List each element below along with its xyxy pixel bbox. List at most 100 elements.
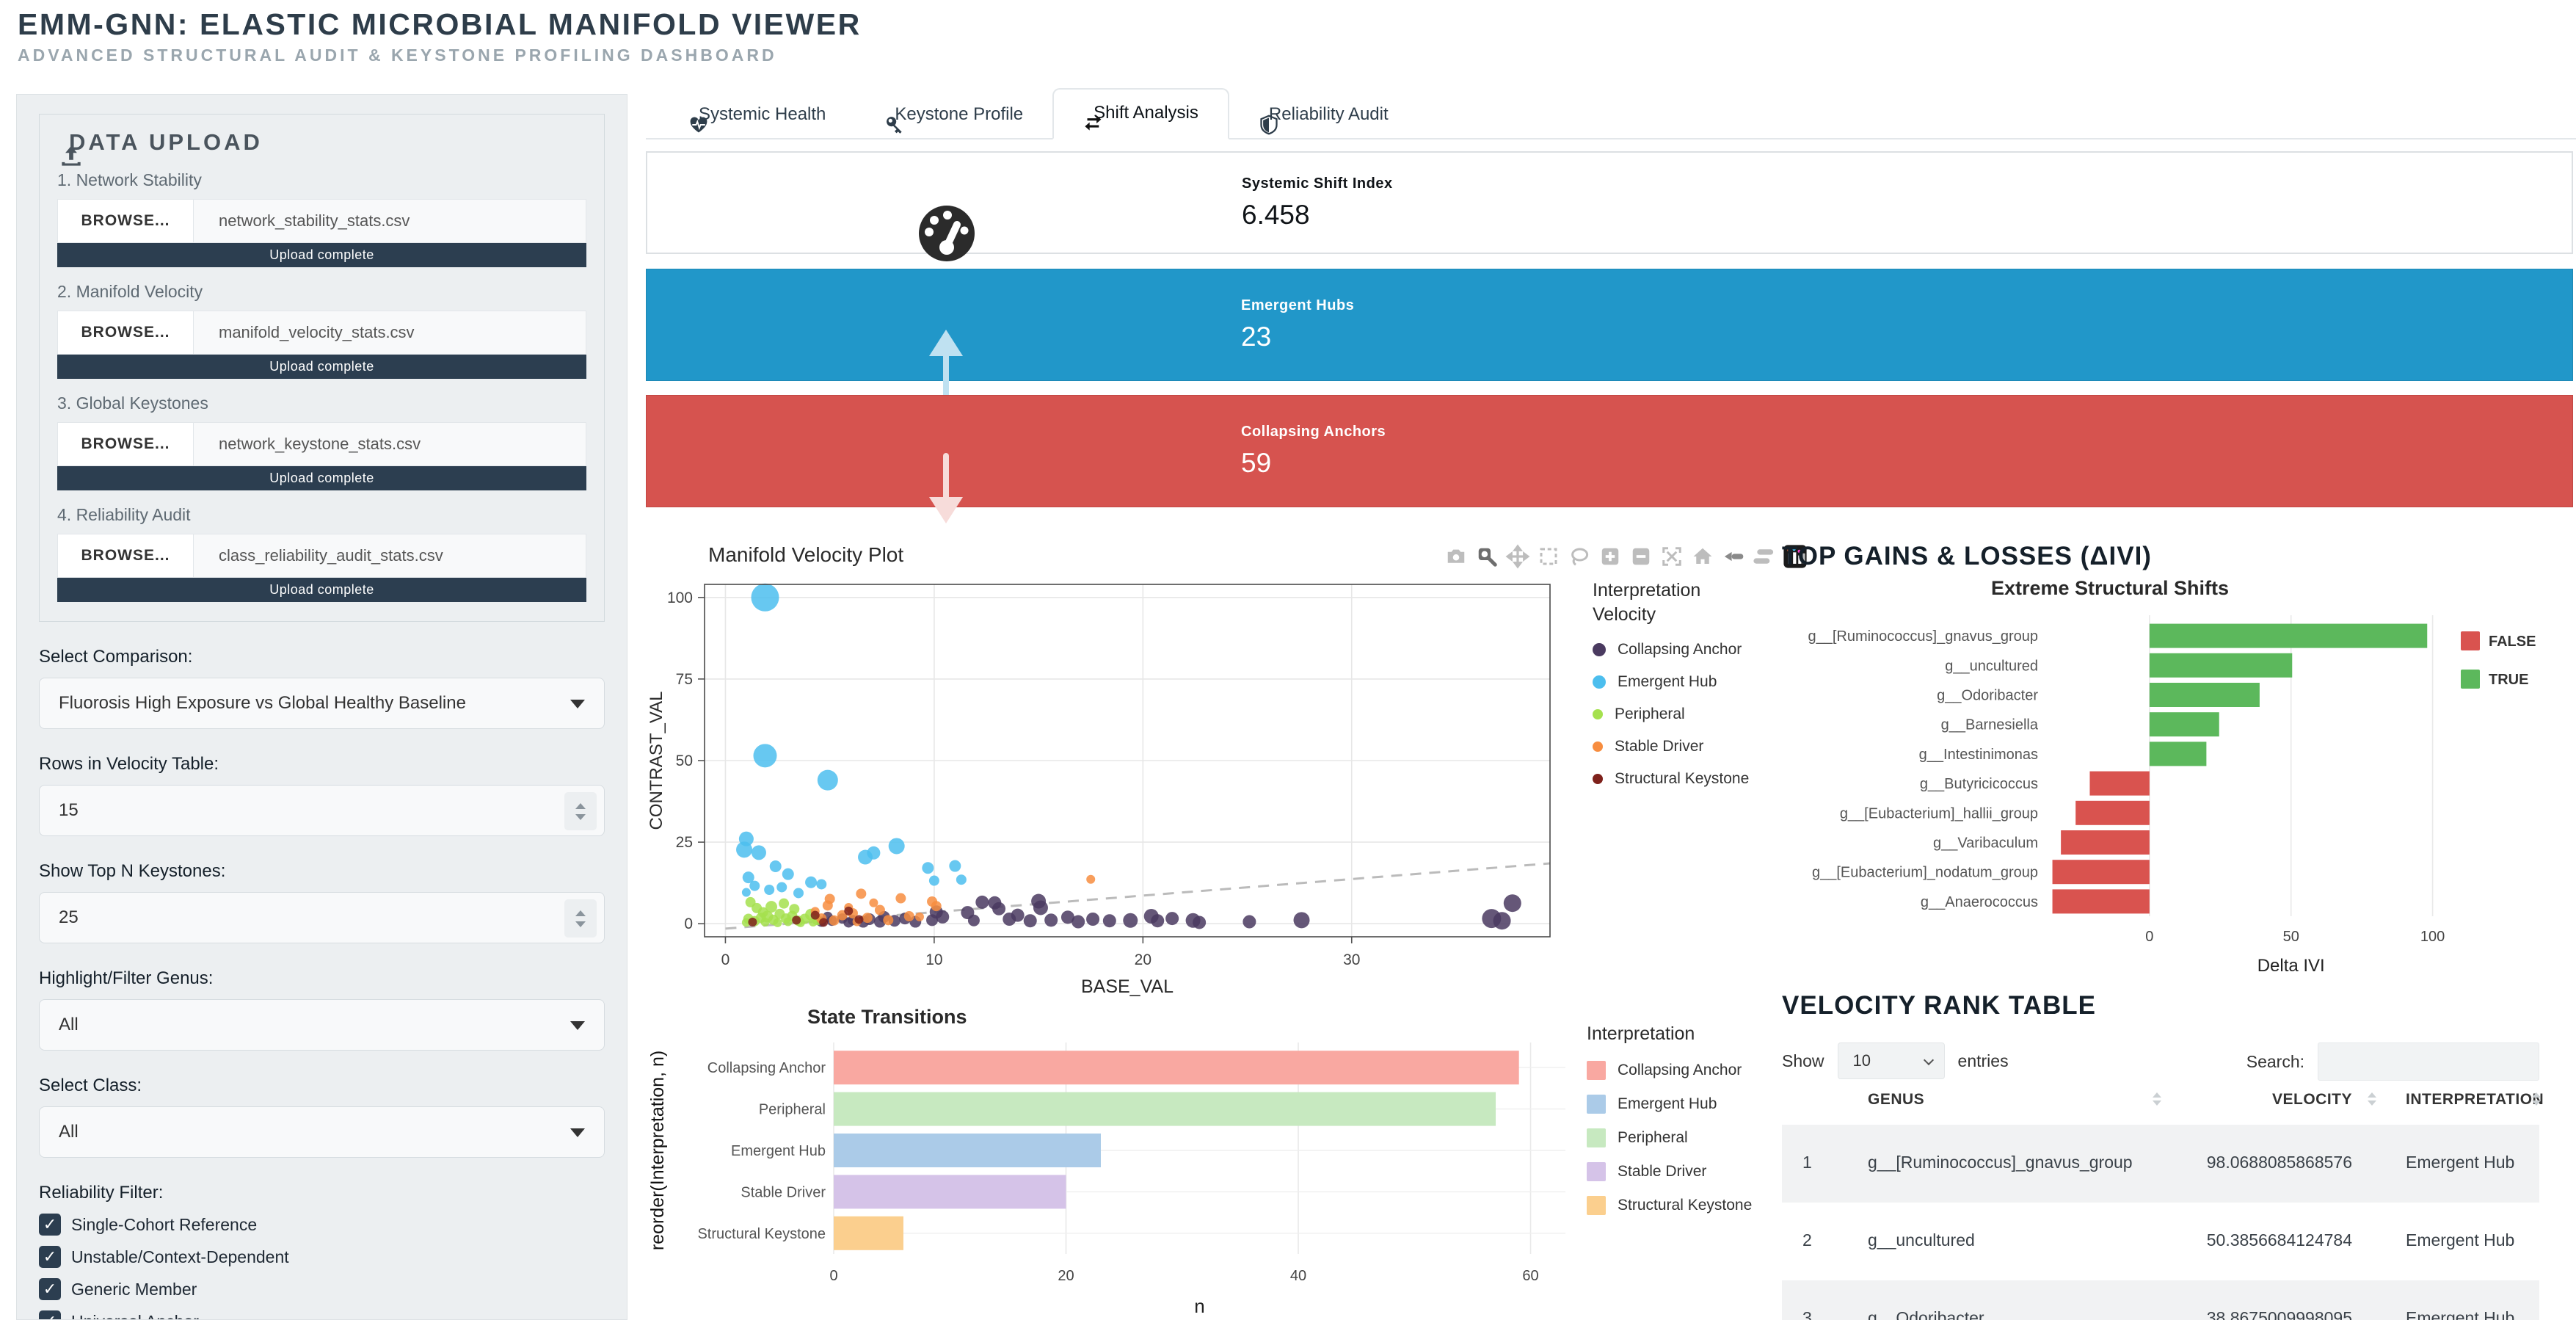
- checkbox-label: Single-Cohort Reference: [71, 1214, 258, 1234]
- stepper-buttons[interactable]: [564, 792, 597, 830]
- search-input[interactable]: [2318, 1042, 2539, 1081]
- file-upload-row: BROWSE... class_reliability_audit_stats.c…: [57, 534, 586, 578]
- legend-item[interactable]: Stable Driver: [1587, 1161, 1752, 1181]
- upload-item-label: 1. Network Stability: [57, 170, 202, 189]
- legend-item[interactable]: Peripheral: [1587, 1128, 1752, 1147]
- chevron-down-icon: [570, 700, 585, 708]
- metric-text: Systemic Shift Index 6.458: [1242, 175, 1393, 231]
- zoom-icon[interactable]: [1475, 545, 1499, 568]
- tab-shift-analysis[interactable]: Shift Analysis: [1052, 88, 1229, 139]
- browse-button[interactable]: BROWSE...: [58, 200, 194, 242]
- class-value: All: [59, 1122, 79, 1142]
- zoom-out-icon[interactable]: [1629, 545, 1653, 568]
- svg-text:g__[Ruminococcus]_gnavus_group: g__[Ruminococcus]_gnavus_group: [1808, 628, 2038, 645]
- checkbox-checked[interactable]: ✓: [39, 1310, 61, 1319]
- spikelines-icon[interactable]: [1722, 545, 1745, 568]
- metric-value: 59: [1241, 448, 1272, 478]
- browse-button[interactable]: BROWSE...: [58, 534, 194, 577]
- legend-swatch: [1587, 1195, 1606, 1215]
- legend-swatch: [1587, 1161, 1606, 1181]
- compare-icon[interactable]: [1753, 545, 1776, 568]
- svg-text:Stable Driver: Stable Driver: [741, 1184, 826, 1200]
- svg-text:100: 100: [667, 590, 693, 606]
- svg-text:State Transitions: State Transitions: [807, 1006, 967, 1028]
- metric-label: Emergent Hubs: [1241, 297, 1355, 313]
- plotly-logo-icon[interactable]: [1783, 545, 1807, 568]
- chevron-down-icon: [1923, 1054, 1934, 1066]
- checkbox-checked[interactable]: ✓: [39, 1214, 61, 1236]
- zoom-in-icon[interactable]: [1598, 545, 1622, 568]
- page-size-select[interactable]: 10: [1837, 1042, 1945, 1079]
- stepper-buttons[interactable]: [564, 899, 597, 938]
- column-header[interactable]: VELOCITY: [2271, 1091, 2352, 1108]
- legend-swatch: [1593, 741, 1603, 752]
- legend-item[interactable]: Structural Keystone: [1593, 770, 1749, 788]
- svg-text:reorder(Interpretation, n): reorder(Interpretation, n): [647, 1051, 668, 1250]
- tab-keystone-profile[interactable]: Keystone Profile: [855, 91, 1052, 139]
- svg-text:0: 0: [721, 951, 730, 968]
- svg-text:g__[Eubacterium]_nodatum_group: g__[Eubacterium]_nodatum_group: [1812, 865, 2038, 881]
- legend-label: Peripheral: [1615, 706, 1685, 722]
- manifold-velocity-plot[interactable]: 0 10 20 30 0 25 50 75 100 BASE_VAL CONTRAST_VAL: [644, 567, 1562, 1007]
- legend-item[interactable]: Emergent Hub: [1587, 1094, 1752, 1114]
- lasso-icon[interactable]: [1568, 545, 1591, 568]
- table-header-row: GENUS VELOCITY INTERPRETATION: [1782, 1078, 2544, 1125]
- svg-text:Emergent Hub: Emergent Hub: [731, 1143, 826, 1159]
- scatter-legend-title: Interpretation Velocity: [1593, 580, 1701, 625]
- column-header[interactable]: GENUS: [1868, 1091, 1925, 1108]
- legend-item[interactable]: Emergent Hub: [1593, 673, 1749, 691]
- plotly-modebar: [1444, 544, 1807, 569]
- sort-icon[interactable]: [2368, 1092, 2376, 1106]
- legend-label: Emergent Hub: [1618, 673, 1717, 690]
- delta-ivi-heading: TOP GAINS & LOSSES (ΔIVI): [1782, 542, 2152, 570]
- sort-icon[interactable]: [2532, 1092, 2541, 1106]
- column-header[interactable]: INTERPRETATION: [2406, 1091, 2544, 1108]
- metric-value: 6.458: [1242, 199, 1310, 230]
- rank-cell: 1: [1802, 1153, 1812, 1172]
- tab-label: Reliability Audit: [1268, 104, 1389, 124]
- svg-text:75: 75: [676, 671, 693, 688]
- legend-label: Stable Driver: [1618, 1162, 1707, 1180]
- legend-item[interactable]: Collapsing Anchor: [1593, 641, 1749, 659]
- data-upload-heading: DATA UPLOAD: [57, 129, 586, 166]
- table-row[interactable]: 1 g__[Ruminococcus]_gnavus_group 98.068808…: [1782, 1125, 2539, 1203]
- reliability-option-row: ✓ Generic Member: [39, 1278, 605, 1300]
- browse-button[interactable]: BROWSE...: [58, 423, 194, 465]
- sort-icon[interactable]: [2153, 1092, 2161, 1106]
- pan-icon[interactable]: [1505, 544, 1530, 569]
- svg-text:Delta IVI: Delta IVI: [2257, 956, 2325, 976]
- svg-text:CONTRAST_VAL: CONTRAST_VAL: [647, 692, 666, 830]
- tab-systemic-health[interactable]: Systemic Health: [659, 91, 855, 139]
- legend-item[interactable]: Stable Driver: [1593, 738, 1749, 755]
- state-transitions-legend: Interpretation Collapsing Anchor Emergent …: [1587, 1022, 1752, 1230]
- autoscale-icon[interactable]: [1660, 545, 1684, 568]
- camera-icon[interactable]: [1444, 545, 1468, 568]
- rows-stepper[interactable]: 15: [39, 785, 605, 836]
- class-select[interactable]: All: [39, 1106, 605, 1158]
- checkbox-checked[interactable]: ✓: [39, 1246, 61, 1268]
- legend-item[interactable]: Collapsing Anchor: [1587, 1060, 1752, 1080]
- table-row[interactable]: 3 g__Odoribacter 38.8675009998095 Emergent …: [1782, 1280, 2539, 1320]
- home-icon[interactable]: [1691, 545, 1714, 568]
- entries-label: entries: [1957, 1051, 2009, 1070]
- legend-item[interactable]: Peripheral: [1593, 706, 1749, 723]
- svg-text:10: 10: [925, 951, 942, 968]
- legend-item[interactable]: Structural Keystone: [1587, 1195, 1752, 1215]
- reliability-option-row: ✓ Single-Cohort Reference: [39, 1214, 605, 1236]
- svg-text:0: 0: [2145, 929, 2153, 945]
- topn-stepper[interactable]: 25: [39, 892, 605, 943]
- table-row[interactable]: 2 g__uncultured 50.3856684124784 Emergent H…: [1782, 1203, 2539, 1280]
- legend-label: Collapsing Anchor: [1618, 1061, 1742, 1078]
- metric-label: Systemic Shift Index: [1242, 175, 1393, 192]
- genus-cell: g__[Ruminococcus]_gnavus_group: [1868, 1153, 2133, 1172]
- topn-value: 25: [59, 907, 79, 927]
- comparison-select[interactable]: Fluorosis High Exposure vs Global Health…: [39, 678, 605, 729]
- velocity-cell: 98.0688085868576: [2206, 1153, 2352, 1172]
- tab-reliability-audit[interactable]: Reliability Audit: [1229, 91, 1418, 139]
- legend-swatch: [1593, 774, 1603, 784]
- browse-button[interactable]: BROWSE...: [58, 311, 194, 354]
- box-select-icon[interactable]: [1537, 545, 1560, 568]
- svg-text:TRUE: TRUE: [2489, 672, 2528, 688]
- genus-select[interactable]: All: [39, 999, 605, 1051]
- checkbox-checked[interactable]: ✓: [39, 1278, 61, 1300]
